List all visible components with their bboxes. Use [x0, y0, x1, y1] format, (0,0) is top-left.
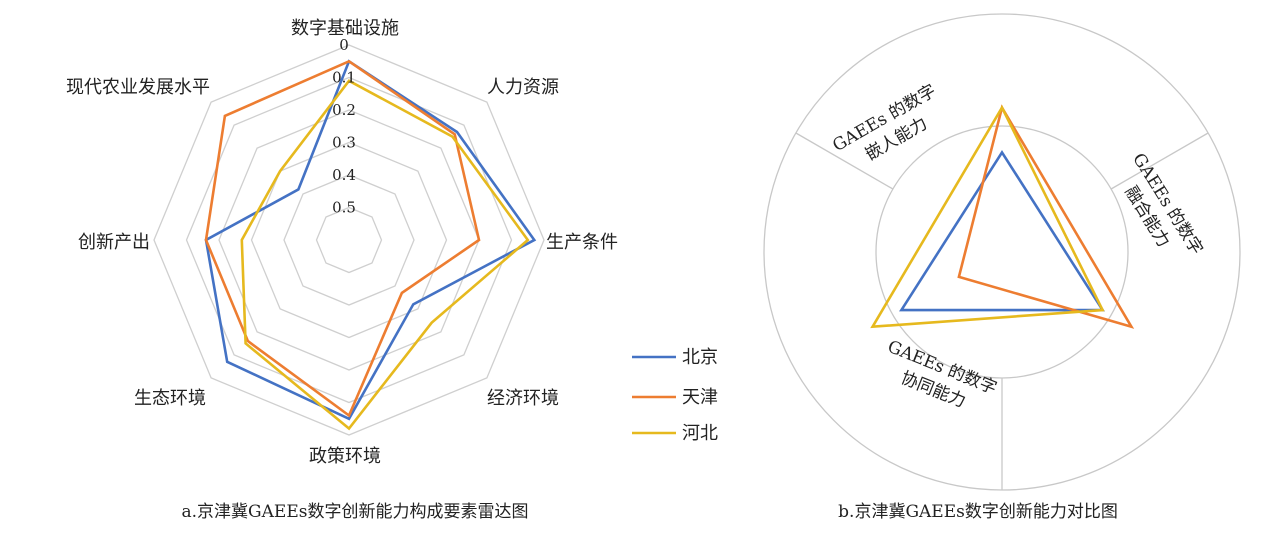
radar-grid-ring: [185, 76, 513, 404]
chart-a-caption: a.京津冀GAEEs数字创新能力构成要素雷达图: [182, 502, 529, 522]
radar-a-tick-labels: 0 0.1 0.2 0.3 0.4 0.5: [332, 36, 356, 217]
radar-tick-label: 0.1: [332, 69, 356, 87]
radar-b-label-synergy: GAEEs 的数字 协同能力: [885, 337, 1000, 412]
radar-grid-ring: [315, 206, 383, 274]
radar-axis-label: 人力资源: [487, 77, 559, 98]
radar-a-series-beijing: [204, 59, 537, 421]
radar-b-divider: [795, 132, 894, 190]
radar-axis-label: 创新产出: [78, 232, 150, 253]
radar-b-inner-ring: [875, 125, 1129, 379]
radar-b-series: [870, 104, 1135, 329]
radar-b-divider: [1110, 132, 1209, 190]
radar-axis-label: 经济环境: [487, 388, 559, 409]
radar-axis-label: 生态环境: [134, 388, 206, 409]
radar-tick-label: 0.4: [332, 166, 356, 184]
radar-chart-b: GAEEs 的数字 嵌人能力 GAEEs 的数字 融合能力 GAEEs 的数字 …: [763, 13, 1241, 522]
radar-a-series-hebei: [240, 79, 530, 431]
radar-axis-label: 现代农业发展水平: [66, 77, 210, 98]
radar-a-series: [204, 59, 537, 431]
radar-grid-ring: [283, 174, 415, 306]
radar-tick-label: 0.3: [332, 134, 356, 152]
legend: 北京 天津 河北: [632, 347, 718, 444]
radar-grid-ring: [250, 141, 448, 339]
radar-tick-label: 0: [339, 36, 349, 54]
legend-label-tianjin: 天津: [682, 387, 718, 408]
radar-b-series-beijing: [899, 149, 1105, 312]
radar-tick-label: 0.5: [332, 199, 356, 217]
radar-grid-ring: [153, 44, 545, 436]
legend-item: 天津: [632, 387, 718, 408]
radar-b-axis-labels: GAEEs 的数字 嵌人能力 GAEEs 的数字 融合能力 GAEEs 的数字 …: [829, 81, 1206, 412]
legend-label-beijing: 北京: [682, 347, 718, 368]
chart-b-caption: b.京津冀GAEEs数字创新能力对比图: [838, 502, 1118, 522]
radar-a-series-tianjin: [204, 59, 481, 418]
radar-b-series-tianjin: [957, 104, 1135, 329]
radar-axis-label: 数字基础设施: [291, 18, 399, 39]
radar-b-sector-dividers: [795, 132, 1209, 490]
legend-item: 河北: [632, 423, 718, 444]
radar-axis-label: 生产条件: [546, 232, 618, 253]
radar-b-series-hebei: [870, 104, 1105, 329]
radar-b-label-fusion: GAEEs 的数字 融合能力: [1120, 150, 1206, 259]
radar-axis-label: 政策环境: [309, 446, 381, 467]
legend-item: 北京: [632, 347, 718, 368]
radar-grid-ring: [218, 109, 480, 371]
legend-label-hebei: 河北: [682, 423, 718, 444]
radar-tick-label: 0.2: [332, 101, 356, 119]
